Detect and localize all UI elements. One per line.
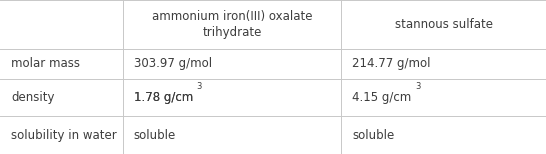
Text: 1.78 g/cm: 1.78 g/cm bbox=[134, 91, 193, 104]
Text: stannous sulfate: stannous sulfate bbox=[395, 18, 492, 31]
Text: 4.15 g/cm: 4.15 g/cm bbox=[352, 91, 412, 104]
Text: density: density bbox=[11, 91, 55, 104]
Text: 214.77 g/mol: 214.77 g/mol bbox=[352, 57, 431, 70]
Text: 1.78 g/cm: 1.78 g/cm bbox=[134, 91, 197, 104]
Text: soluble: soluble bbox=[134, 129, 176, 142]
Text: 3: 3 bbox=[197, 82, 202, 91]
Text: solubility in water: solubility in water bbox=[11, 129, 117, 142]
Text: 3: 3 bbox=[415, 82, 420, 91]
Text: soluble: soluble bbox=[352, 129, 394, 142]
Text: 1.78 g/cm: 1.78 g/cm bbox=[134, 91, 193, 104]
Text: ammonium iron(III) oxalate
trihydrate: ammonium iron(III) oxalate trihydrate bbox=[152, 10, 312, 39]
Text: 303.97 g/mol: 303.97 g/mol bbox=[134, 57, 212, 70]
Text: molar mass: molar mass bbox=[11, 57, 80, 70]
